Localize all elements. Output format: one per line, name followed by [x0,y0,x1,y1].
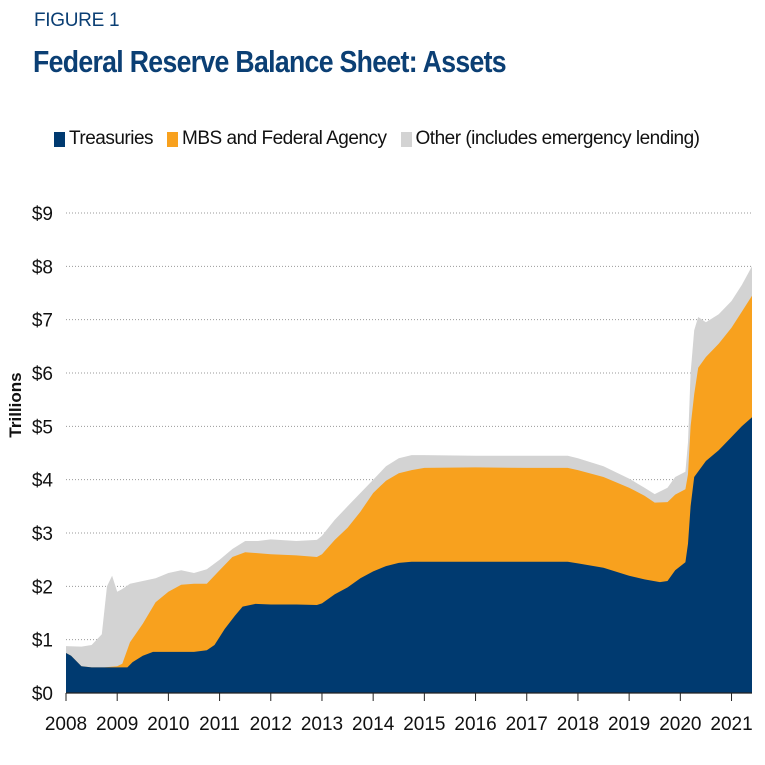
y-axis-label: Trillions [6,372,25,437]
x-tick-label: 2020 [659,714,701,735]
y-tick-label: $4 [32,471,54,492]
x-tick-label: 2016 [454,714,496,735]
legend-swatch-treasuries [54,131,65,147]
figure-label: FIGURE 1 [34,10,120,31]
x-tick-label: 2019 [608,714,650,735]
x-tick-label: 2018 [557,714,599,735]
legend-label-other: Other (includes emergency lending) [415,128,701,149]
legend: Treasuries MBS and Federal Agency Other … [54,128,714,150]
y-tick-label: $9 [32,204,53,225]
x-tick-label: 2013 [301,714,343,735]
axes: $0 $1 $2 $3 $4 $5 $6 $7 $8 $9 2008 2009 2010 2011 2012… [32,204,753,735]
legend-item-other: Other (includes emergency lending) [400,128,701,150]
y-tick-label: $8 [32,257,53,278]
x-tick-label: 2012 [250,714,292,735]
x-tick-label: 2010 [147,714,189,735]
legend-swatch-mbs [167,131,179,147]
area-series-0 [66,417,752,693]
x-tick-label: 2014 [352,714,395,735]
legend-swatch-other [400,131,412,147]
y-tick-label: $0 [32,684,53,705]
y-tick-label: $6 [32,364,53,385]
y-tick-label: $5 [32,417,53,438]
legend-label-treasuries: Treasuries [69,128,154,149]
legend-item-mbs: MBS and Federal Agency [167,128,387,150]
x-tick-label: 2021 [710,714,752,735]
y-tick-label: $1 [32,631,53,652]
y-tick-label: $3 [32,524,53,545]
legend-item-treasuries: Treasuries [54,128,154,150]
x-tick-label: 2015 [403,714,445,735]
x-tick-label: 2008 [45,714,87,735]
x-tick-label: 2017 [506,714,548,735]
legend-label-mbs: MBS and Federal Agency [182,128,387,149]
x-tick-label: 2009 [96,714,138,735]
area-series [66,266,752,693]
y-tick-label: $7 [32,311,53,332]
x-tick-label: 2011 [199,714,240,735]
y-tick-label: $2 [32,577,53,598]
chart-title: Federal Reserve Balance Sheet: Assets [33,44,507,79]
